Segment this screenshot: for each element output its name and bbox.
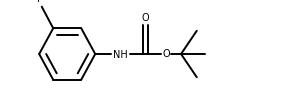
Text: O: O [142,13,149,23]
Text: O: O [162,49,170,59]
Text: NH: NH [113,50,128,60]
Text: I: I [37,0,40,4]
